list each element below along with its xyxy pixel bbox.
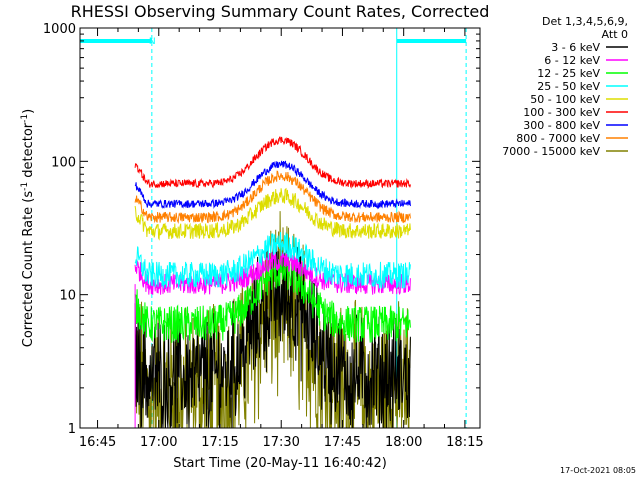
y-tick-label: 100	[51, 155, 76, 170]
x-tick-labels: 16:45 17:00 17:15 17:30 17:45 18:00 18:15	[79, 435, 484, 450]
legend-label: 3 - 6 keV	[551, 41, 600, 54]
legend-label: 7000 - 15000 keV	[502, 145, 600, 158]
timestamp: 17-Oct-2021 08:05	[560, 466, 636, 475]
night-bar-label: N	[149, 37, 156, 47]
series-line	[134, 170, 411, 224]
legend-label: 800 - 7000 keV	[516, 132, 600, 145]
x-tick-label: 18:00	[385, 435, 422, 450]
x-axis-label: Start Time (20-May-11 16:40:42)	[173, 456, 387, 471]
x-tick-label: 18:15	[446, 435, 483, 450]
y-axis-label: Corrected Count Rate (s-1 detector-1)	[20, 109, 36, 347]
legend-label: 25 - 50 keV	[537, 80, 600, 93]
plot-frame	[79, 27, 481, 429]
y-tick-label: 1000	[43, 22, 76, 37]
x-tick-label: 17:30	[262, 435, 299, 450]
legend-header-attenuator: Att 0	[602, 28, 628, 41]
series-line	[134, 160, 411, 210]
y-tick-label: 10	[59, 289, 76, 304]
y-tick-label: 1	[68, 422, 76, 437]
axes	[79, 27, 481, 429]
series-line	[134, 187, 411, 241]
legend-label: 300 - 800 keV	[523, 119, 600, 132]
legend-label: 12 - 25 keV	[537, 67, 600, 80]
series-line	[134, 136, 411, 190]
legend-header-detectors: Det 1,3,4,5,6,9,	[542, 15, 628, 28]
x-tick-label: 17:45	[324, 435, 361, 450]
legend-label: 6 - 12 keV	[544, 54, 600, 67]
y-tick-labels: 1 10 100 1000	[43, 22, 76, 437]
x-tick-label: 17:15	[201, 435, 238, 450]
chart-title: RHESSI Observing Summary Count Rates, Co…	[71, 2, 490, 21]
legend-label: 50 - 100 keV	[530, 93, 600, 106]
x-tick-label: 17:00	[140, 435, 177, 450]
series-line	[134, 251, 411, 295]
x-tick-label: 16:45	[79, 435, 116, 450]
series-line	[134, 231, 411, 289]
series-layer	[134, 136, 411, 429]
legend-label: 100 - 300 keV	[523, 106, 600, 119]
